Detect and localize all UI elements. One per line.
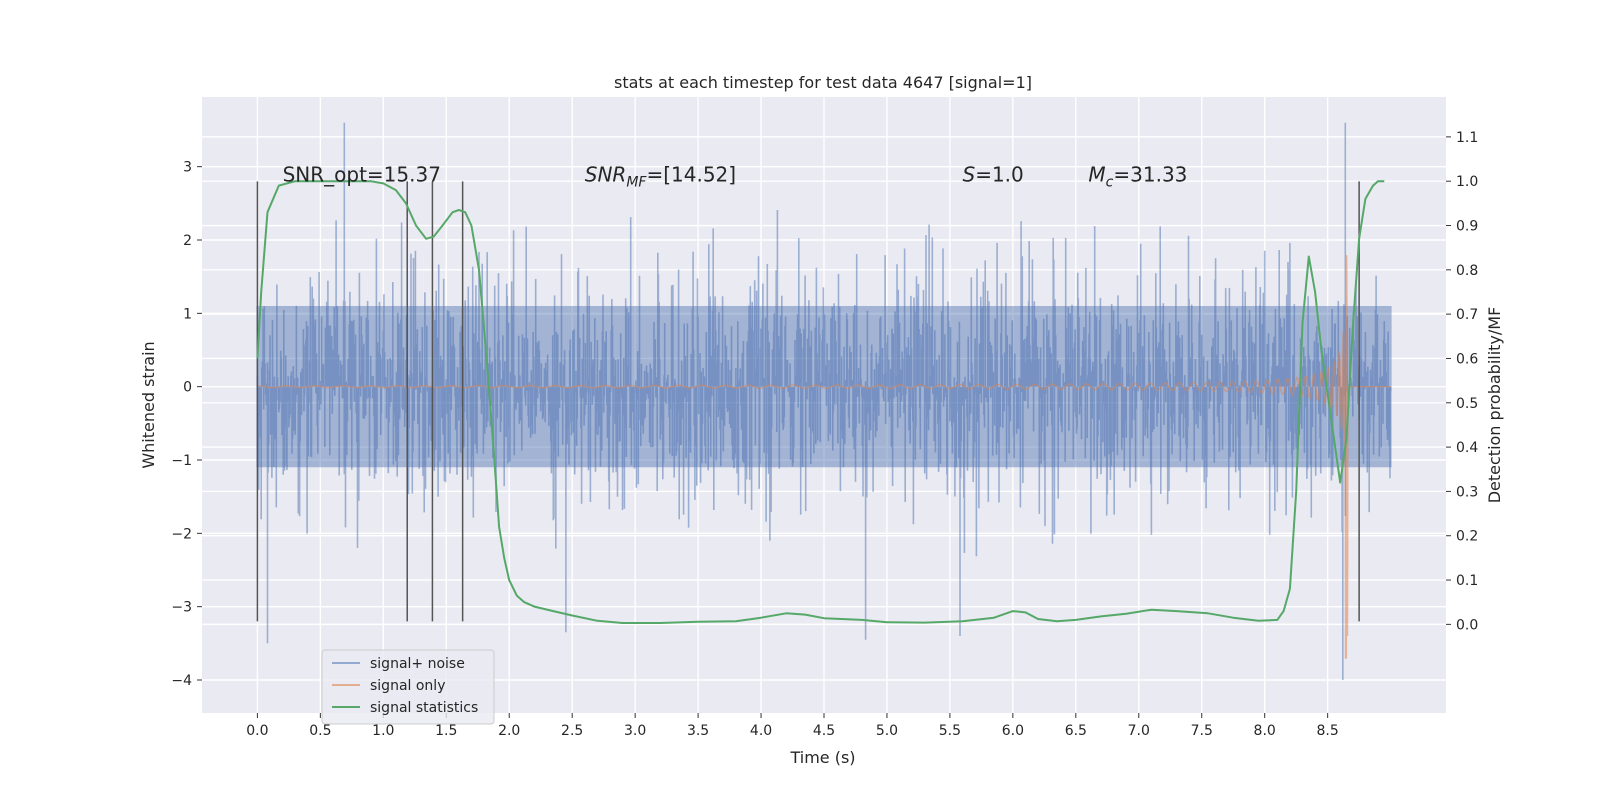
x-tick-label: 3.5 (687, 723, 709, 739)
legend-label-signal-statistics: signal statistics (370, 700, 478, 716)
y-tick-label: 2 (183, 233, 192, 249)
x-tick-label: 8.0 (1254, 723, 1276, 739)
annotations: SNR_opt=15.37 SNRMF=[14.52] S=1.0 Mc=31.33 (283, 162, 1188, 190)
noise-core (256, 306, 1392, 468)
x-tick-label: 6.0 (1002, 723, 1024, 739)
y-right-tick-label: 1.1 (1456, 130, 1478, 146)
y-right-tick-label: 1.0 (1456, 174, 1478, 190)
x-tick-label: 1.5 (435, 723, 457, 739)
series-signal-only (257, 255, 1391, 659)
statistics-line (256, 180, 1385, 624)
x-axis-label: Time (s) (789, 748, 855, 767)
x-tick-label: 7.5 (1191, 723, 1213, 739)
x-tick-label: 0.5 (309, 723, 331, 739)
chart-title: stats at each timestep for test data 464… (614, 73, 1032, 92)
y-tick-label: 3 (183, 160, 192, 176)
y-right-tick-label: 0.0 (1456, 617, 1478, 633)
y-right-axis-label: Detection probability/MF (1485, 307, 1504, 504)
x-tick-label: 8.5 (1317, 723, 1339, 739)
annotation: Mc=31.33 (1088, 162, 1187, 190)
x-tick-label: 5.5 (939, 723, 961, 739)
y-right-tick-label: 0.4 (1456, 440, 1478, 456)
signal-trace (257, 255, 1391, 659)
y-right-axis-ticks: 1.1 1.0 0.9 0.8 0.7 0.6 0.5 0.4 0.3 0.2 0.1 0.0 (1446, 130, 1478, 633)
y-axis-ticks: 3 2 1 0 −1 −2 −3 −4 (171, 160, 202, 689)
y-right-tick-label: 0.3 (1456, 484, 1478, 500)
y-tick-label: −1 (171, 453, 192, 469)
x-tick-label: 4.0 (750, 723, 772, 739)
x-tick-label: 2.5 (561, 723, 583, 739)
y-tick-label: −4 (171, 673, 192, 689)
y-tick-label: −3 (171, 600, 192, 616)
annotation: S=1.0 (963, 162, 1024, 186)
y-right-tick-label: 0.9 (1456, 219, 1478, 235)
x-tick-label: 0.0 (246, 723, 268, 739)
legend: signal+ noise signal only signal statist… (321, 649, 495, 725)
annotation: SNRMF=[14.52] (585, 162, 736, 190)
y-axis-label: Whitened strain (139, 341, 158, 468)
y-right-tick-label: 0.7 (1456, 307, 1478, 323)
x-tick-label: 2.0 (498, 723, 520, 739)
event-lines (256, 181, 1360, 622)
y-right-tick-label: 0.6 (1456, 351, 1478, 367)
x-tick-label: 4.5 (813, 723, 835, 739)
y-right-tick-label: 0.2 (1456, 529, 1478, 545)
annotation: SNR_opt=15.37 (283, 162, 441, 186)
legend-label-signal-only: signal only (370, 678, 445, 694)
legend-label-signal-plus-noise: signal+ noise (370, 656, 465, 672)
y-tick-label: 1 (183, 306, 192, 322)
legend-box (321, 649, 495, 725)
x-tick-label: 7.0 (1128, 723, 1150, 739)
x-tick-label: 6.5 (1065, 723, 1087, 739)
y-right-tick-label: 0.1 (1456, 573, 1478, 589)
y-right-tick-label: 0.5 (1456, 396, 1478, 412)
series-signal-statistics (256, 180, 1385, 624)
x-tick-label: 3.0 (624, 723, 646, 739)
y-tick-label: 0 (183, 380, 192, 396)
x-tick-label: 5.0 (876, 723, 898, 739)
y-tick-label: −2 (171, 526, 192, 542)
x-tick-label: 1.0 (372, 723, 394, 739)
y-right-tick-label: 0.8 (1456, 263, 1478, 279)
x-axis-ticks: 0.0 0.5 1.0 1.5 2.0 2.5 3.0 3.5 4.0 4.5 5.0 5.5 6.0 6… (246, 713, 1339, 739)
